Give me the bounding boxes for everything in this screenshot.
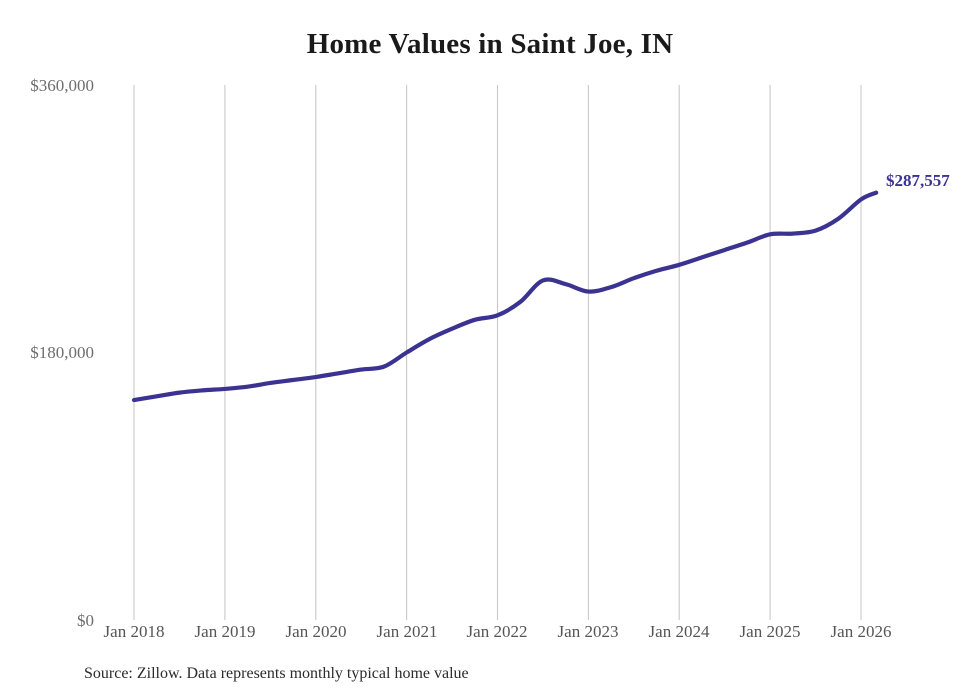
x-axis-tick-label-jan-2021: Jan 2021 [376, 622, 438, 641]
x-axis-tick-label-jan-2019: Jan 2019 [194, 622, 256, 641]
y-axis-tick-label-0: $0 [77, 611, 94, 630]
end-point-value-label: $287,557 [886, 171, 950, 190]
x-axis-tick-label-jan-2020: Jan 2020 [285, 622, 347, 641]
x-axis-tick-label-jan-2018: Jan 2018 [103, 622, 165, 641]
x-axis-tick-label-jan-2023: Jan 2023 [557, 622, 619, 641]
y-axis-tick-label-360000: $360,000 [30, 76, 94, 95]
x-axis-tick-label-jan-2024: Jan 2024 [648, 622, 710, 641]
x-axis-tick-label-jan-2022: Jan 2022 [466, 622, 528, 641]
x-axis-tick-label-jan-2025: Jan 2025 [739, 622, 801, 641]
chart-title: Home Values in Saint Joe, IN [306, 28, 674, 60]
vertical-gridlines [133, 85, 862, 620]
x-axis-tick-label-jan-2026: Jan 2026 [830, 622, 892, 641]
source-note: Source: Zillow. Data represents monthly … [84, 665, 469, 682]
series-line-typical-home-value [131, 190, 879, 403]
y-axis-tick-label-180000: $180,000 [30, 343, 94, 362]
